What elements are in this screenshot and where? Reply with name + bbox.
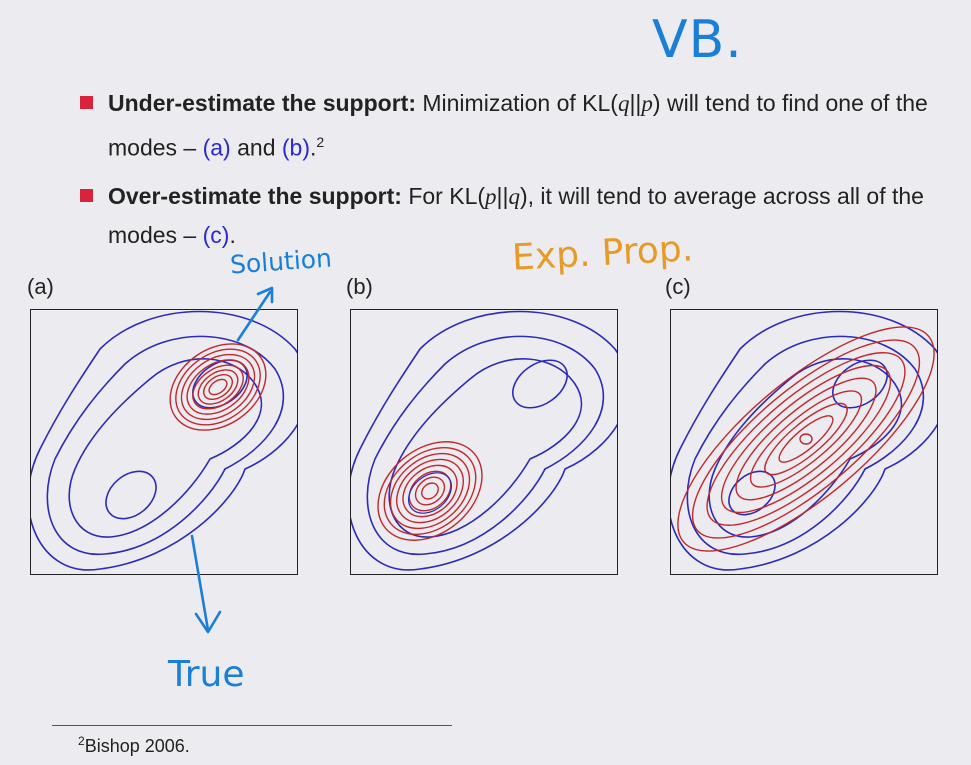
annotation-vb: VB. <box>652 10 743 70</box>
figure-ref-c[interactable]: (c) <box>202 221 230 248</box>
kl-arg: q <box>617 91 630 116</box>
bullet-text: Minimization of <box>415 90 583 116</box>
true-contour <box>512 359 568 409</box>
bullet-list: Under-estimate the support: Minimization… <box>80 84 960 264</box>
bullet-overestimate: Over-estimate the support: For KL(p||q),… <box>80 177 960 254</box>
arrow-to-solution-head <box>256 286 274 304</box>
annotation-exp-prop: Exp. Prop. <box>511 228 695 279</box>
panel-label-a: (a) <box>27 274 54 299</box>
kl-close: ) <box>652 90 661 116</box>
annotation-solution: Solution <box>229 243 333 280</box>
bullet-heading: Over-estimate the support: <box>108 182 402 209</box>
bullet-heading: Under-estimate the support: <box>108 90 416 116</box>
bullet-text: For <box>401 182 450 209</box>
kl-func: KL( <box>582 90 618 116</box>
footnote-text: Bishop 2006. <box>84 736 190 756</box>
kl-arg: q <box>508 183 520 209</box>
panel-c-contours <box>670 309 938 575</box>
bullet-underestimate: Under-estimate the support: Minimization… <box>80 84 960 167</box>
true-contour <box>105 470 157 520</box>
approx-contours <box>377 441 483 541</box>
true-contour <box>68 358 263 538</box>
approx-contours <box>677 326 935 552</box>
true-contour <box>686 335 925 556</box>
footnote-number: 2 <box>78 734 85 748</box>
bullet-text: and <box>230 134 282 161</box>
kl-close: ) <box>519 182 528 209</box>
arrow-to-true-head <box>194 610 222 634</box>
true-contour <box>708 358 903 538</box>
kl-sep: || <box>629 90 642 116</box>
true-contour <box>350 310 618 571</box>
kl-func: KL( <box>449 182 486 209</box>
panel-a-contours <box>30 309 298 575</box>
kl-arg: p <box>485 183 497 209</box>
bullet-marker <box>80 188 93 202</box>
bullet-text: , it will tend to average across all of … <box>108 182 924 248</box>
true-contour <box>30 310 298 571</box>
kl-sep: || <box>496 182 509 209</box>
approx-contours <box>169 343 267 431</box>
footnote: 2Bishop 2006. <box>78 734 190 757</box>
true-contour <box>388 358 583 538</box>
bullet-text: . <box>310 134 317 161</box>
panel-b-contours <box>350 309 618 575</box>
annotation-true: True <box>168 654 245 695</box>
true-contour <box>670 310 938 571</box>
panel-label-b: (b) <box>346 274 373 299</box>
figure-ref-a[interactable]: (a) <box>202 134 231 161</box>
bullet-text: will tend to find one of the modes – <box>108 90 928 161</box>
true-contour <box>408 472 452 514</box>
figure-ref-b[interactable]: (b) <box>281 134 311 161</box>
true-contour <box>832 359 888 409</box>
kl-arg: p <box>641 91 653 116</box>
footnote-mark[interactable]: 2 <box>316 134 325 150</box>
panel-label-c: (c) <box>665 274 691 299</box>
footnote-divider <box>52 725 452 726</box>
bullet-marker <box>80 96 93 109</box>
true-contour <box>366 335 605 556</box>
bullet-text: . <box>229 221 236 248</box>
